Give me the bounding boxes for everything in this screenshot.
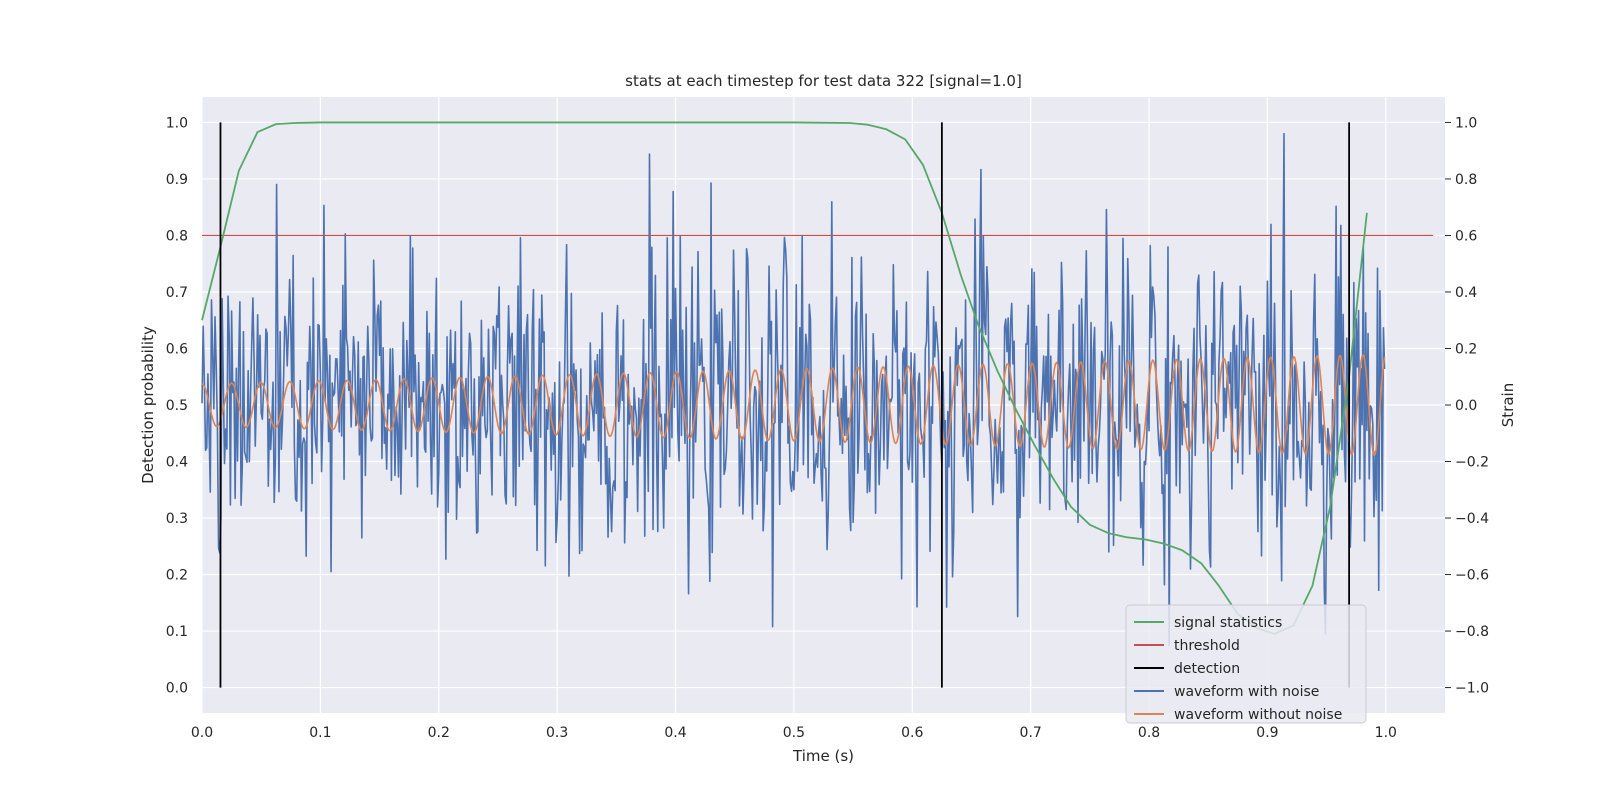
x-tick-label: 0.0 bbox=[191, 725, 213, 741]
legend-label: waveform without noise bbox=[1174, 707, 1342, 723]
x-axis-label: Time (s) bbox=[792, 747, 854, 765]
x-tick-label: 0.9 bbox=[1256, 725, 1278, 741]
legend-label: waveform with noise bbox=[1174, 684, 1319, 700]
y-axis-right: 1.0 0.8 0.6 0.4 0.2 0.0 −0.2 −0.4 −0.6 −0.8 −1.0 bbox=[1445, 115, 1489, 697]
y2-tick-label: −0.8 bbox=[1455, 624, 1489, 640]
y2-tick-label: −1.0 bbox=[1455, 681, 1489, 697]
y2-axis-label: Strain bbox=[1499, 383, 1517, 427]
y2-tick-label: −0.6 bbox=[1455, 568, 1489, 584]
y-tick-label: 0.8 bbox=[166, 228, 188, 244]
x-tick-label: 0.3 bbox=[546, 725, 568, 741]
x-tick-label: 0.8 bbox=[1138, 725, 1160, 741]
legend: signal statistics threshold detection wavef… bbox=[1125, 604, 1367, 724]
x-tick-label: 0.6 bbox=[901, 725, 923, 741]
y-tick-label: 0.7 bbox=[166, 285, 188, 301]
y2-tick-label: −0.4 bbox=[1455, 511, 1489, 527]
chart-title: stats at each timestep for test data 322… bbox=[625, 72, 1022, 90]
x-tick-label: 1.0 bbox=[1375, 725, 1397, 741]
legend-label: detection bbox=[1174, 661, 1240, 677]
y-tick-label: 0.1 bbox=[166, 624, 188, 640]
x-tick-label: 0.7 bbox=[1020, 725, 1042, 741]
y-tick-label: 0.9 bbox=[166, 172, 188, 188]
y2-tick-label: 0.0 bbox=[1455, 398, 1477, 414]
legend-label: signal statistics bbox=[1174, 615, 1282, 631]
y-axis-left: 0.0 0.1 0.2 0.3 0.4 0.5 0.6 0.7 0.8 0.9 1.0 bbox=[166, 115, 188, 696]
y2-tick-label: 0.6 bbox=[1455, 228, 1477, 244]
y2-tick-label: 0.8 bbox=[1455, 172, 1477, 188]
y2-tick-label: 1.0 bbox=[1455, 115, 1477, 131]
y-axis-label: Detection probability bbox=[139, 326, 157, 484]
series-waveform-with-noise bbox=[201, 132, 1386, 646]
x-tick-label: 0.5 bbox=[783, 725, 805, 741]
series-waveform-without-noise bbox=[201, 354, 1386, 456]
x-axis: 0.0 0.1 0.2 0.3 0.4 0.5 0.6 0.7 0.8 0.9 1.0 bbox=[191, 725, 1397, 741]
x-tick-label: 0.2 bbox=[428, 725, 450, 741]
y-tick-label: 0.0 bbox=[166, 681, 188, 697]
y-tick-label: 0.4 bbox=[166, 455, 188, 471]
y-tick-label: 0.6 bbox=[166, 341, 188, 357]
y2-tick-label: −0.2 bbox=[1455, 455, 1489, 471]
legend-label: threshold bbox=[1174, 638, 1240, 654]
legend-box bbox=[1125, 604, 1367, 724]
y-tick-label: 0.5 bbox=[166, 398, 188, 414]
y-tick-label: 1.0 bbox=[166, 115, 188, 131]
y-tick-label: 0.3 bbox=[166, 511, 188, 527]
x-tick-label: 0.4 bbox=[664, 725, 686, 741]
y2-tick-label: 0.4 bbox=[1455, 285, 1477, 301]
y-tick-label: 0.2 bbox=[166, 568, 188, 584]
y2-tick-label: 0.2 bbox=[1455, 341, 1477, 357]
x-tick-label: 0.1 bbox=[309, 725, 331, 741]
